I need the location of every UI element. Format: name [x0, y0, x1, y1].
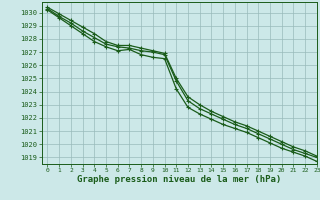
X-axis label: Graphe pression niveau de la mer (hPa): Graphe pression niveau de la mer (hPa): [77, 175, 281, 184]
